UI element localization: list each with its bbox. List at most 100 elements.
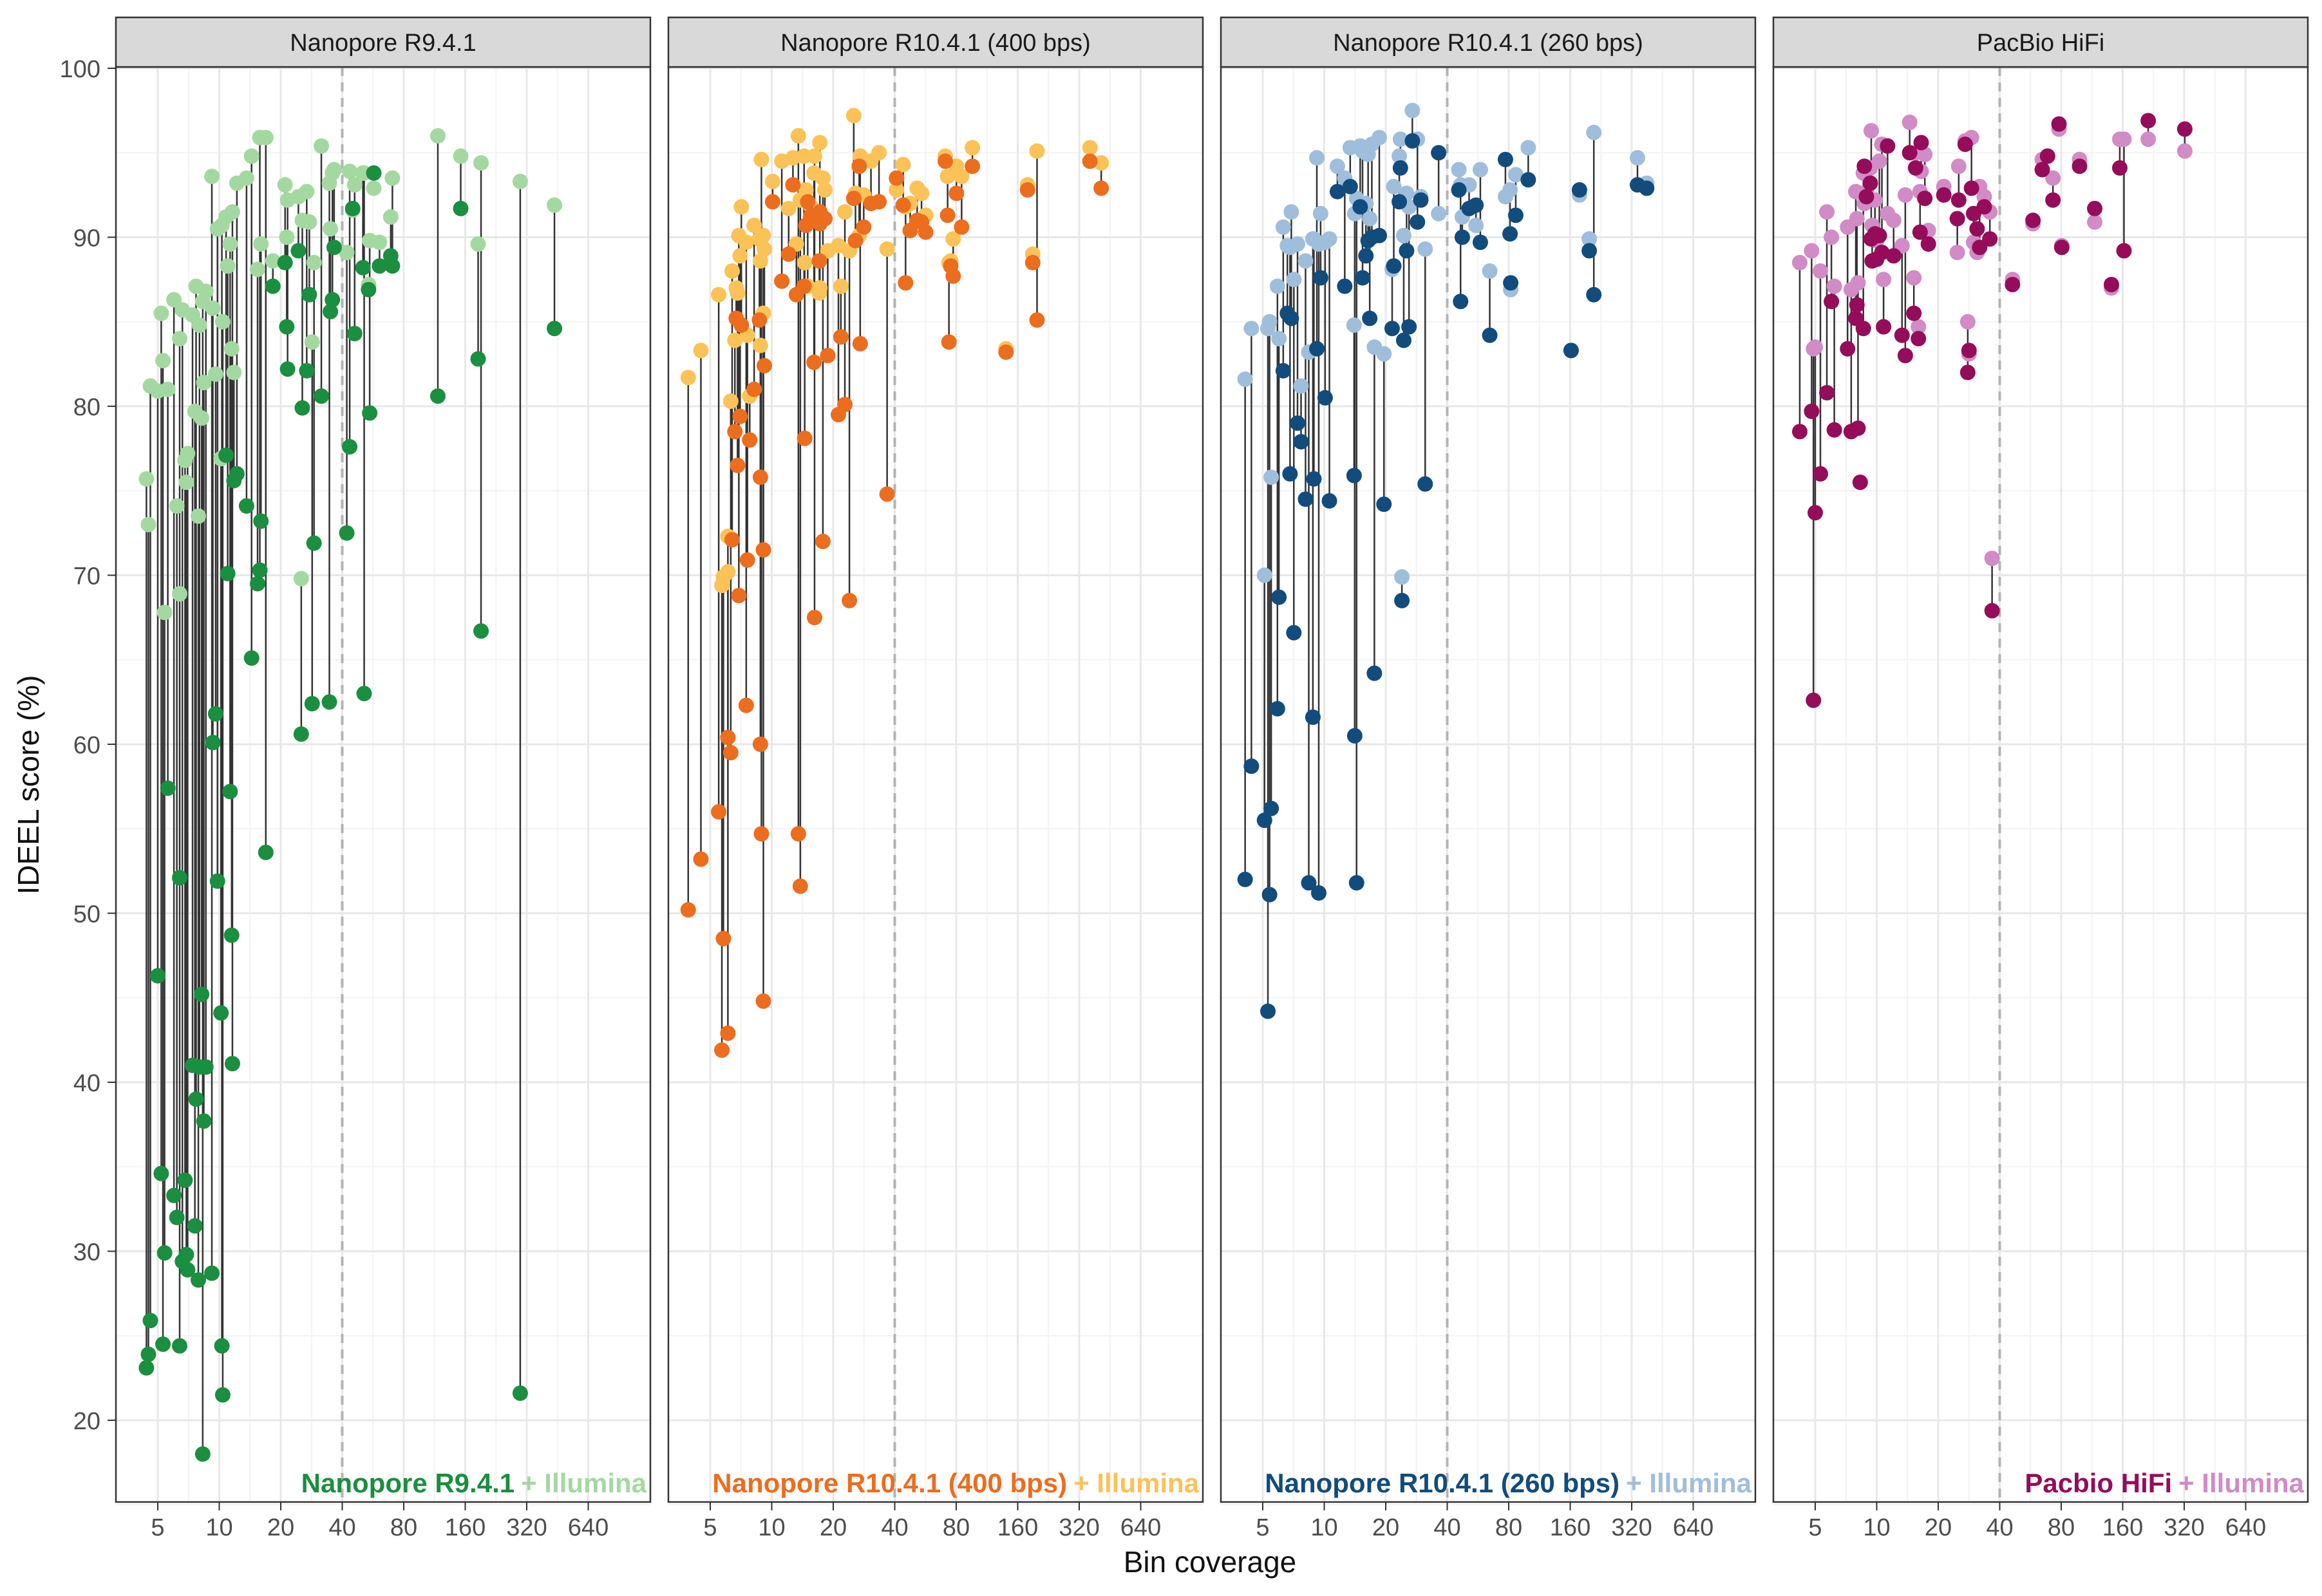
point-unpolished [1936,187,1952,203]
point-unpolished [1269,700,1285,717]
point-unpolished [2103,277,2119,292]
point-polished [746,218,762,234]
point-unpolished [218,447,234,464]
point-polished [155,353,171,369]
x-tick-label: 10 [1310,1514,1337,1541]
point-polished [1392,148,1408,164]
point-unpolished [2045,192,2061,208]
legend-plus-label: + Illumina [1626,1468,1752,1498]
point-unpolished [470,351,486,367]
point-polished [752,253,768,269]
point-unpolished [1286,624,1302,641]
point-unpolished [1454,229,1470,245]
point-unpolished [856,219,872,235]
x-tick-label: 320 [1059,1514,1099,1541]
point-unpolished [306,535,322,551]
point-polished [711,286,727,303]
point-polished [1984,550,2000,567]
point-unpolished [366,165,382,181]
x-tick-label: 320 [506,1514,547,1541]
x-tick-label: 160 [997,1514,1038,1541]
point-polished [160,381,176,397]
point-polished [753,151,769,167]
point-unpolished [1401,319,1417,335]
point-unpolished [1386,258,1402,274]
point-unpolished [1581,243,1598,259]
point-unpolished [1894,327,1910,343]
point-polished [2045,170,2061,186]
point-polished [727,332,743,348]
point-polished [733,199,750,215]
point-unpolished [342,439,358,455]
point-polished [889,182,905,198]
point-unpolished [1431,145,1447,161]
point-polished [1346,317,1362,333]
point-polished [2116,131,2132,147]
point-unpolished [1824,294,1840,310]
point-unpolished [1271,589,1287,605]
point-unpolished [252,562,268,578]
point-unpolished [739,552,755,568]
point-unpolished [1366,665,1383,681]
point-unpolished [1263,800,1279,816]
point-unpolished [1309,341,1325,357]
point-polished [2176,143,2193,159]
point-polished [1849,211,1865,227]
point-unpolished [362,405,378,421]
point-polished [470,236,486,252]
panel-legend: Nanopore R10.4.1 (400 bps) + Illumina [712,1468,1199,1498]
point-unpolished [1482,327,1498,343]
point-unpolished [1352,199,1368,215]
point-unpolished [512,1385,528,1401]
point-unpolished [140,1346,156,1362]
point-polished [339,245,355,261]
y-tick-label: 30 [73,1239,100,1266]
point-unpolished [785,177,801,193]
x-axis-title: Bin coverage [1124,1545,1297,1579]
point-unpolished [1029,312,1045,328]
point-polished [790,128,806,144]
point-unpolished [224,1056,240,1072]
point-polished [680,370,696,386]
x-tick-label: 40 [1433,1514,1460,1541]
point-polished [1298,253,1314,269]
point-polished [1850,275,1866,291]
x-tick-label: 640 [568,1514,609,1541]
point-unpolished [720,729,736,746]
point-polished [757,241,773,257]
x-tick-label: 20 [1925,1514,1952,1541]
point-unpolished [220,565,236,581]
point-unpolished [172,1338,188,1354]
point-polished [1269,278,1285,294]
point-unpolished [196,1113,212,1129]
point-unpolished [1976,199,1992,215]
point-unpolished [842,592,858,608]
point-unpolished [1911,331,1927,346]
point-polished [1029,143,1045,159]
point-polished [1581,231,1598,247]
point-unpolished [1082,153,1098,169]
point-unpolished [1305,709,1321,725]
x-tick-label: 40 [1986,1514,2013,1541]
point-unpolished [277,254,293,270]
x-tick-label: 640 [2225,1514,2266,1541]
point-polished [243,148,260,164]
point-unpolished [238,498,254,514]
point-unpolished [817,211,833,227]
x-tick-label: 40 [881,1514,908,1541]
point-polished [1263,469,1279,485]
point-polished [1902,115,1918,130]
facet-title: Nanopore R10.4.1 (400 bps) [780,30,1091,57]
point-unpolished [1497,151,1513,167]
point-polished [1824,229,1840,245]
point-unpolished [194,986,210,1002]
point-polished [366,180,382,196]
point-unpolished [790,826,806,842]
point-unpolished [939,207,956,223]
point-polished [1386,178,1402,194]
point-polished [304,334,320,350]
point-polished [1362,211,1378,227]
point-polished [1894,238,1910,254]
point-unpolished [1321,493,1337,509]
point-unpolished [249,576,265,592]
